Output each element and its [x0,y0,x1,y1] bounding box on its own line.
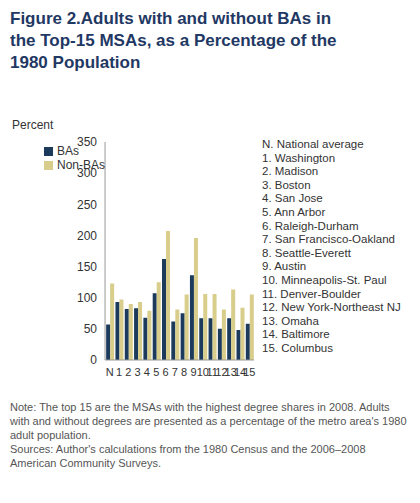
svg-text:2: 2 [125,366,131,378]
svg-text:250: 250 [77,198,97,212]
svg-text:350: 350 [77,135,97,149]
svg-text:300: 300 [77,166,97,180]
svg-text:0: 0 [90,353,97,367]
svg-text:6: 6 [162,366,168,378]
svg-text:200: 200 [77,229,97,243]
svg-text:50: 50 [84,322,98,336]
svg-text:9: 9 [190,366,196,378]
svg-text:100: 100 [77,291,97,305]
svg-text:N: N [106,366,114,378]
svg-text:8: 8 [181,366,187,378]
svg-text:3: 3 [135,366,141,378]
svg-text:5: 5 [153,366,159,378]
svg-text:15: 15 [243,366,255,378]
svg-text:1: 1 [116,366,122,378]
svg-text:150: 150 [77,260,97,274]
svg-text:7: 7 [172,366,178,378]
svg-text:4: 4 [144,366,150,378]
